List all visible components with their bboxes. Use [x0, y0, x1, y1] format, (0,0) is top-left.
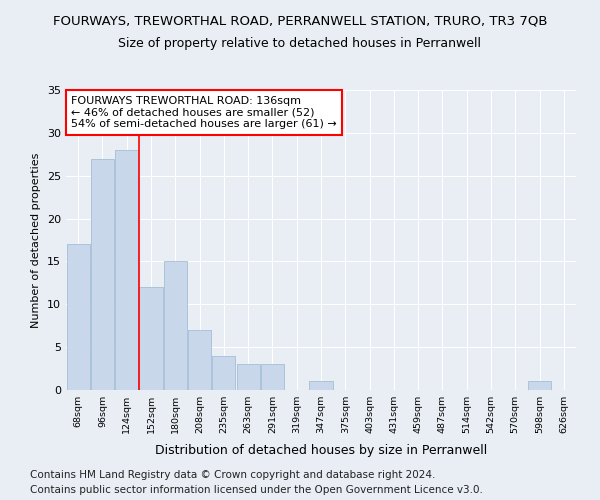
Bar [236, 364, 260, 390]
Bar [212, 356, 235, 390]
Bar [188, 330, 211, 390]
Bar [139, 287, 163, 390]
Bar [528, 382, 551, 390]
Bar [261, 364, 284, 390]
Y-axis label: Number of detached properties: Number of detached properties [31, 152, 41, 328]
Text: FOURWAYS TREWORTHAL ROAD: 136sqm
← 46% of detached houses are smaller (52)
54% o: FOURWAYS TREWORTHAL ROAD: 136sqm ← 46% o… [71, 96, 337, 129]
Bar [164, 262, 187, 390]
Text: Size of property relative to detached houses in Perranwell: Size of property relative to detached ho… [119, 38, 482, 51]
Bar [67, 244, 89, 390]
X-axis label: Distribution of detached houses by size in Perranwell: Distribution of detached houses by size … [155, 444, 487, 458]
Bar [310, 382, 332, 390]
Text: Contains HM Land Registry data © Crown copyright and database right 2024.: Contains HM Land Registry data © Crown c… [30, 470, 436, 480]
Text: FOURWAYS, TREWORTHAL ROAD, PERRANWELL STATION, TRURO, TR3 7QB: FOURWAYS, TREWORTHAL ROAD, PERRANWELL ST… [53, 15, 547, 28]
Text: Contains public sector information licensed under the Open Government Licence v3: Contains public sector information licen… [30, 485, 483, 495]
Bar [115, 150, 138, 390]
Bar [91, 158, 114, 390]
